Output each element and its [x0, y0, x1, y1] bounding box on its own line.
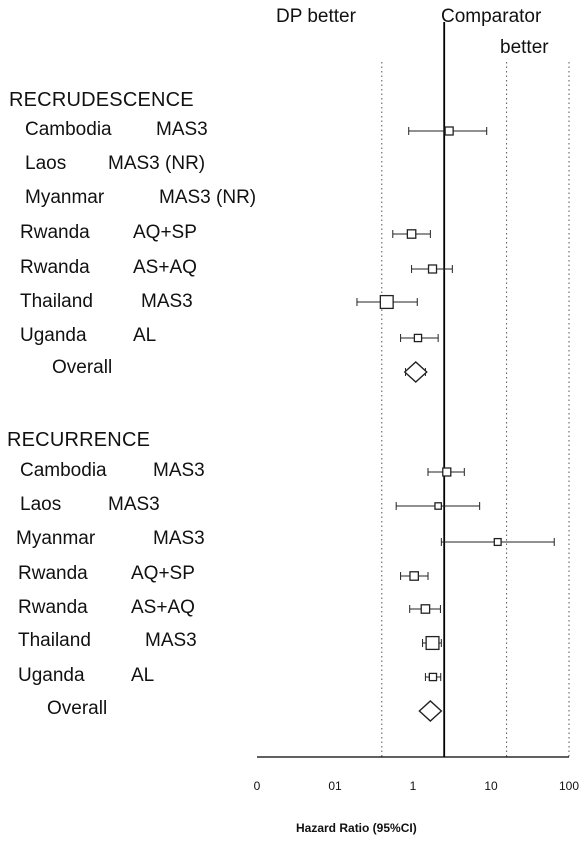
row-comparator: MAS3: [153, 460, 205, 481]
overall-label: Overall: [52, 357, 113, 378]
row-country: Rwanda: [20, 222, 90, 243]
point-estimate-square: [406, 229, 417, 239]
row-country: Cambodia: [25, 119, 112, 140]
row-country: Myanmar: [16, 528, 96, 549]
row-country: Laos: [25, 153, 67, 174]
row-comparator: MAS3: [153, 528, 205, 549]
point-estimate-square: [413, 333, 423, 343]
point-estimate-square: [444, 126, 454, 136]
overall-diamond: [418, 700, 443, 722]
point-estimate-square: [425, 635, 440, 651]
x-tick-label: 0: [253, 779, 261, 793]
row-comparator: AQ+SP: [131, 563, 195, 584]
row-country: Cambodia: [20, 460, 107, 481]
row-comparator: MAS3: [141, 291, 193, 312]
row-comparator: MAS3: [108, 494, 160, 515]
header-dp-better: DP better: [276, 6, 356, 27]
point-estimate-square: [379, 294, 394, 310]
row-country: Uganda: [20, 325, 87, 346]
x-tick-label: 01: [328, 779, 342, 793]
row-comparator: MAS3: [156, 119, 208, 140]
section-title-recrudescence: RECRUDESCENCE: [9, 89, 194, 111]
row-comparator: AS+AQ: [131, 597, 195, 618]
row-country: Thailand: [20, 291, 93, 312]
row-country: Rwanda: [20, 257, 90, 278]
row-country: Rwanda: [18, 597, 88, 618]
x-tick-label: 1: [409, 779, 417, 793]
point-estimate-square: [427, 264, 438, 274]
row-country: Laos: [20, 494, 62, 515]
row-comparator: AL: [133, 325, 157, 346]
x-tick-label: 100: [558, 779, 580, 793]
row-comparator: MAS3 (NR): [108, 153, 206, 174]
overall-diamond: [403, 361, 428, 383]
row-comparator: MAS3 (NR): [159, 187, 257, 208]
x-axis-label: Hazard Ratio (95%CI): [296, 821, 417, 835]
header-better: better: [500, 37, 549, 58]
row-comparator: AL: [131, 665, 155, 686]
point-estimate-square: [420, 604, 431, 614]
row-country: Uganda: [18, 665, 85, 686]
section-title-recurrence: RECURRENCE: [7, 429, 151, 451]
x-tick-label: 10: [484, 779, 498, 793]
header-comparator: Comparator: [441, 6, 542, 27]
overall-label: Overall: [47, 698, 108, 719]
row-country: Rwanda: [18, 563, 88, 584]
point-estimate-square: [493, 537, 502, 547]
row-comparator: MAS3: [145, 630, 197, 651]
row-comparator: AS+AQ: [133, 257, 197, 278]
point-estimate-square: [409, 571, 420, 581]
point-estimate-square: [442, 467, 452, 477]
row-country: Thailand: [18, 630, 91, 651]
point-estimate-square: [428, 672, 438, 682]
row-comparator: AQ+SP: [133, 222, 197, 243]
point-estimate-square: [434, 502, 443, 510]
row-country: Myanmar: [25, 187, 105, 208]
